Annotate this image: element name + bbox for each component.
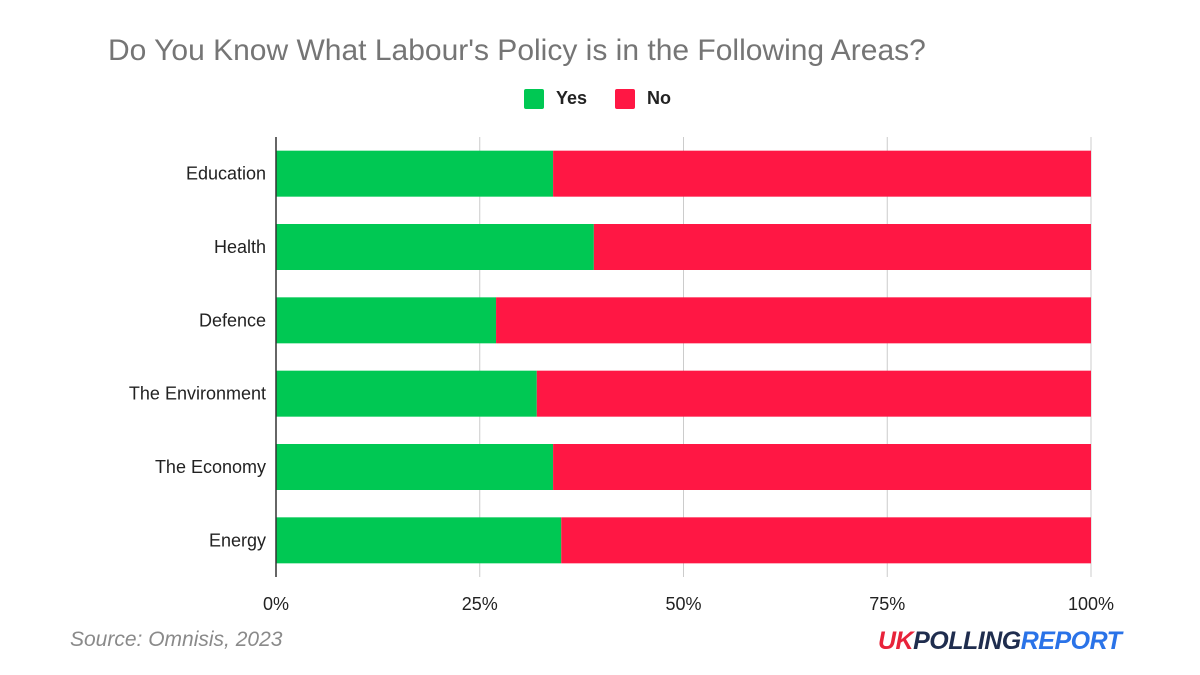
x-tick-label: 25%	[462, 594, 498, 614]
chart-title: Do You Know What Labour's Policy is in t…	[108, 34, 926, 67]
bar-no-defence	[496, 297, 1091, 344]
bar-no-the-environment	[536, 370, 1091, 417]
category-label: The Environment	[129, 384, 266, 404]
x-tick-label: 50%	[665, 594, 701, 614]
legend-item-no: No	[615, 88, 671, 109]
bar-yes-energy	[276, 517, 562, 564]
legend-swatch-yes	[524, 88, 544, 109]
category-label: Energy	[209, 530, 266, 550]
bar-no-the-economy	[553, 444, 1091, 490]
category-label: The Economy	[155, 457, 266, 477]
source-note: Source: Omnisis, 2023	[70, 628, 283, 651]
logo-part-polling: POLLING	[913, 627, 1021, 655]
bar-yes-the-economy	[276, 444, 554, 490]
legend-swatch-no	[615, 88, 636, 109]
legend-label-yes: Yes	[556, 88, 588, 108]
bar-yes-education	[276, 150, 554, 197]
bar-no-education	[553, 150, 1091, 197]
legend-label-no: No	[647, 88, 672, 108]
bar-yes-defence	[276, 297, 497, 344]
logo-part-report: REPORT	[1020, 627, 1122, 655]
uk-polling-report-logo: UKPOLLINGREPORT	[878, 627, 1122, 656]
x-tick-label: 0%	[263, 594, 289, 614]
category-label: Defence	[199, 310, 266, 330]
logo-part-uk: UK	[878, 627, 914, 655]
bar-no-energy	[561, 517, 1091, 564]
bar-yes-health	[276, 224, 594, 270]
category-label: Education	[186, 164, 266, 184]
x-tick-label: 75%	[869, 594, 905, 614]
bar-yes-the-environment	[276, 370, 537, 417]
x-tick-label: 100%	[1068, 594, 1114, 614]
bar-no-health	[593, 224, 1091, 270]
chart-legend: Yes No	[524, 88, 671, 109]
legend-item-yes: Yes	[524, 88, 587, 109]
category-label: Health	[214, 237, 266, 257]
